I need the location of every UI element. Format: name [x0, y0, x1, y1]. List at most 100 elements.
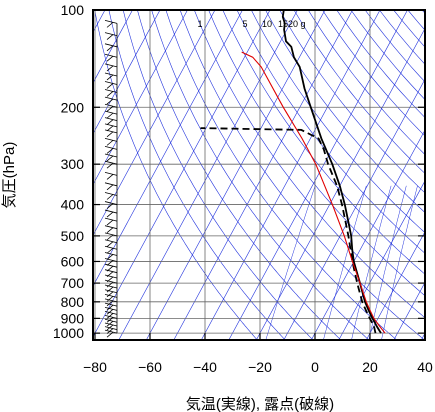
dry-adiabat-line — [307, 10, 425, 156]
isotherm-line — [93, 10, 161, 135]
y-tick-label: 300 — [61, 156, 85, 172]
x-tick-label: −80 — [83, 359, 107, 375]
wind-barbs-layer — [104, 19, 118, 338]
mixing-ratio-label: 20 — [288, 19, 298, 29]
dry-adiabat-line — [251, 10, 425, 234]
grid-layer — [93, 10, 425, 340]
dry-adiabat-line — [94, 10, 258, 340]
wind-barb — [104, 322, 118, 331]
y-tick-label: 1000 — [53, 325, 84, 341]
wind-barb — [104, 217, 118, 226]
wind-barb — [104, 53, 118, 62]
wind-barb — [104, 274, 118, 283]
wind-barb — [104, 129, 118, 138]
wind-barb — [104, 43, 118, 52]
dry-adiabat-line — [322, 10, 425, 137]
wind-barb — [104, 302, 118, 311]
mixing-ratio-labels: 1 5 10 15 20 g — [197, 19, 305, 29]
wind-barb — [104, 289, 118, 298]
wind-barb — [104, 284, 118, 293]
x-axis-title: 気温(実線), 露点(破線) — [186, 396, 334, 412]
wind-barb — [104, 298, 118, 307]
parcel-line — [241, 51, 386, 334]
isotherm-line — [173, 10, 353, 340]
wind-barb — [104, 311, 118, 319]
series-layer — [200, 10, 386, 334]
isotherm-line — [421, 332, 425, 340]
dry-adiabat-line — [379, 10, 425, 65]
plot-frame — [92, 9, 426, 341]
wind-barb — [104, 201, 118, 209]
y-tick-label: 100 — [61, 2, 85, 18]
isotherm-line — [366, 230, 425, 340]
temperature-line — [281, 10, 382, 334]
wind-barb — [104, 63, 118, 72]
wind-barb — [104, 258, 118, 266]
y-tick-label: 200 — [61, 99, 85, 115]
wind-barb — [104, 209, 118, 218]
mixing-ratio-label: 15 — [278, 19, 288, 29]
wind-barb — [104, 252, 118, 260]
dry-adiabat-line — [122, 10, 314, 340]
wind-barb — [104, 172, 118, 180]
wind-barb — [104, 306, 118, 315]
mixing-ratio-line — [265, 185, 316, 340]
wind-barb — [104, 103, 118, 112]
wind-barb — [104, 279, 118, 288]
x-tick-label: 20 — [362, 359, 378, 375]
mixing-ratio-line — [368, 185, 407, 340]
y-tick-label: 400 — [61, 197, 85, 213]
wind-barb — [104, 225, 118, 233]
isotherm-line — [118, 10, 298, 340]
dry-adiabat-line — [265, 10, 425, 213]
y-tick-label: 600 — [61, 253, 85, 269]
x-axis: −80 −60 −40 −20 0 20 40 — [83, 333, 433, 375]
dry-adiabat-line — [279, 10, 425, 194]
dry-adiabat-line — [407, 10, 425, 31]
isotherm-line — [311, 129, 425, 340]
dry-adiabat-line — [108, 10, 286, 340]
wind-barb — [104, 110, 118, 119]
wind-barb — [104, 314, 118, 323]
mixing-ratio-label: 5 — [242, 19, 247, 29]
wind-barb — [104, 160, 118, 169]
x-tick-label: −20 — [248, 359, 272, 375]
wind-barb — [104, 89, 118, 97]
isotherm-line — [393, 281, 425, 340]
wind-barb — [104, 19, 118, 28]
wind-barb — [104, 192, 118, 200]
dry-adiabat-line — [222, 10, 425, 275]
isotherm-line — [93, 10, 133, 84]
isotherm-line — [93, 10, 271, 338]
x-tick-label: −60 — [138, 359, 162, 375]
wind-barb — [104, 263, 118, 272]
wind-barb — [104, 123, 118, 132]
isotherm-line — [338, 180, 425, 340]
x-tick-label: 40 — [417, 359, 433, 375]
isotherm-line — [201, 10, 381, 340]
dry-adiabat-line — [151, 10, 370, 340]
y-axis-title: 気圧(hPa) — [1, 142, 18, 209]
wind-barb — [104, 232, 118, 241]
dry-adiabat-line — [393, 10, 425, 48]
wind-barb — [104, 137, 118, 146]
y-tick-label: 800 — [61, 294, 85, 310]
wind-barb — [104, 117, 118, 125]
mixing-ratio-label: 10 — [262, 19, 272, 29]
dry-adiabat-line — [293, 10, 425, 174]
x-tick-label: 0 — [311, 359, 319, 375]
y-tick-label: 700 — [61, 275, 85, 291]
dry-adiabat-line — [208, 10, 425, 297]
dry-adiabat-line — [179, 10, 425, 340]
wind-barb — [104, 293, 118, 302]
wind-barb — [104, 146, 118, 154]
y-tick-label: 500 — [61, 228, 85, 244]
wind-barb — [104, 245, 118, 254]
wind-barb — [104, 326, 118, 334]
wind-barb — [104, 182, 118, 191]
isotherm-line — [256, 27, 425, 340]
isotherm-line — [93, 10, 188, 186]
dry-adiabat-line — [137, 10, 342, 340]
wind-barb — [104, 96, 118, 105]
